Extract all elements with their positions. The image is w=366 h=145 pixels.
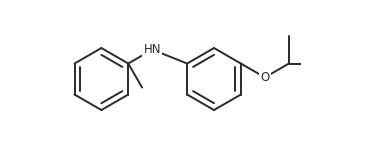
Text: HN: HN [143, 43, 161, 56]
Text: O: O [260, 71, 269, 84]
